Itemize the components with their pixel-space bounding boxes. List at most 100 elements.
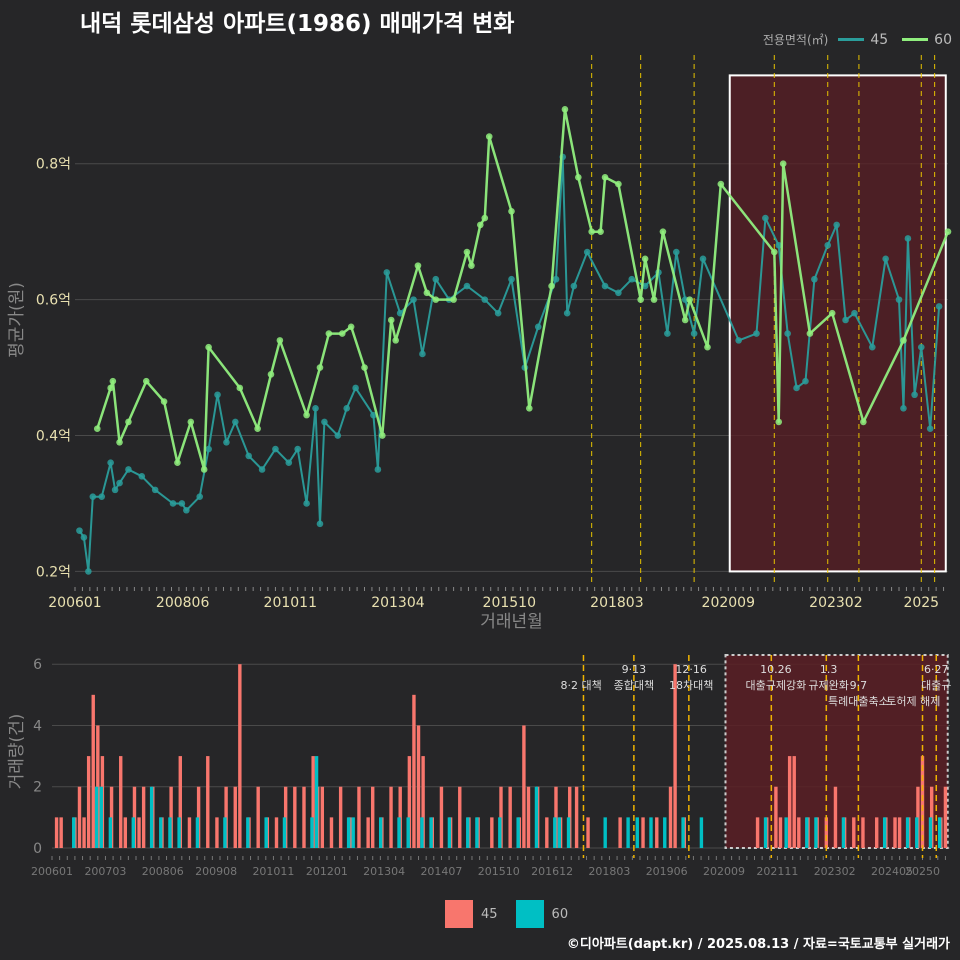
x-tick-label-8: 2025 [903,595,939,611]
point-45-75 [900,405,907,412]
highlight-region [728,74,947,573]
bar-45-25 [238,664,242,848]
bar-45-87 [861,817,865,848]
point-60-20 [361,364,368,371]
point-60-17 [325,330,333,337]
bar-45-4 [82,817,86,848]
point-45-19 [245,452,253,460]
point-45-12 [178,500,186,507]
point-45-39 [463,282,471,290]
bar-60-39 [763,817,768,848]
point-45-80 [935,303,943,310]
bar-60-0 [72,817,76,848]
bar-45-84 [833,786,838,848]
bar-45-78 [787,756,792,848]
bar-x-tick-label-4: 201011 [252,865,294,878]
bar-60-11 [246,817,250,848]
bar-x-tick-label-7: 201407 [420,865,462,878]
point-45-22 [285,459,293,466]
bar-45-35 [320,786,325,848]
x-tick-label-4: 201510 [483,595,536,611]
bar-x-tick-label-0: 200601 [31,865,73,878]
bar-45-90 [893,817,897,848]
point-60-33 [508,207,515,215]
policy-annotation-11: 6·27 [924,663,949,676]
point-45-10 [151,486,159,494]
bar-45-33 [311,756,315,848]
bar-60-20 [406,817,410,848]
bar-45-6 [91,694,95,848]
bar-45-79 [792,756,796,848]
point-45-44 [534,323,542,331]
y-tick-label-2: 0.6억 [36,293,71,309]
point-60-22 [387,316,395,324]
bar-45-13 [137,817,141,848]
bar-45-88 [874,817,879,848]
bar-45-48 [421,756,425,848]
bar-45-11 [123,817,128,848]
point-45-2 [85,568,92,575]
bar-45-40 [366,817,370,848]
bar-45-29 [274,817,279,848]
point-45-17 [223,439,230,446]
point-60-5 [142,377,150,385]
bar-x-tick-label-5: 201201 [306,865,348,878]
bar-45-50 [439,786,444,848]
point-45-34 [396,309,404,317]
policy-annotation-4: 18차대책 [669,679,713,692]
bar-45-60 [526,786,531,848]
bar-60-46 [915,817,919,848]
bar-x-tick-label-9: 201612 [531,865,573,878]
x-tick-label-5: 201803 [590,595,643,611]
bar-60-27 [516,817,520,848]
point-60-26 [432,296,440,303]
bar-60-12 [264,817,268,848]
point-45-61 [753,330,760,337]
point-45-58 [690,330,698,337]
point-60-13 [267,371,275,378]
legend-bar-45-icon [445,900,473,928]
bar-60-35 [649,817,653,848]
point-45-72 [868,343,876,351]
point-45-76 [904,235,912,242]
point-45-77 [911,391,918,399]
legend-bottom: 45 60 [445,900,568,928]
point-45-18 [232,418,239,426]
point-60-24 [414,262,422,269]
point-45-7 [116,479,123,487]
point-45-28 [334,432,342,439]
point-60-27 [450,296,457,303]
bar-45-52 [458,786,462,848]
bar-45-41 [371,786,375,848]
bar-45-19 [187,817,192,848]
bar-45-91 [897,817,902,848]
point-45-70 [842,316,849,324]
point-60-36 [561,106,569,113]
point-60-49 [717,180,725,188]
point-45-23 [294,445,302,453]
point-45-74 [895,296,903,303]
bar-y-tick-label-0: 0 [33,841,42,857]
point-60-23 [392,337,399,344]
point-45-78 [917,343,925,351]
point-45-47 [563,309,571,317]
bar-45-72 [673,664,677,848]
policy-annotation-6: 대출규제강화 [746,679,807,692]
x-axis-title: 거래년월 [480,612,543,632]
bar-x-tick-label-10: 201803 [588,865,630,878]
bar-x-tick-label-8: 201510 [478,865,520,878]
point-60-50 [770,248,778,256]
bar-60-28 [534,786,539,848]
point-45-16 [214,391,221,399]
bar-x-tick-label-13: 202111 [756,865,798,878]
bar-45-80 [797,817,801,848]
policy-annotation-2: 종합대책 [614,679,654,692]
bar-45-21 [206,756,210,848]
point-45-32 [374,466,382,473]
x-tick-label-0: 200601 [48,595,101,611]
bar-60-37 [681,817,685,848]
point-60-47 [686,296,693,303]
point-60-21 [379,432,386,439]
legend-bar-label-60: 60 [551,906,569,922]
point-60-19 [347,323,355,331]
